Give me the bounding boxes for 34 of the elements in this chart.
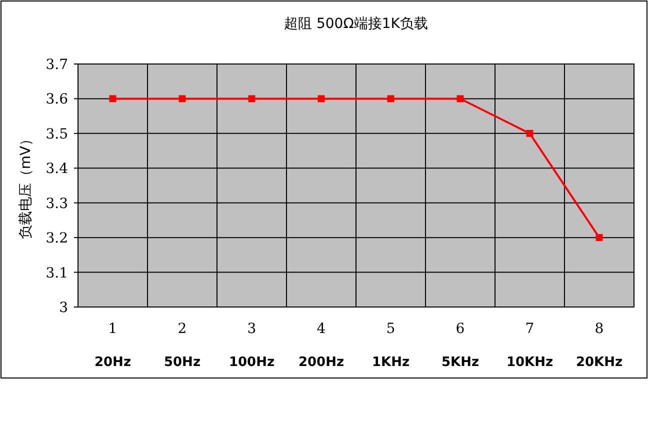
text: 1KHz [372, 355, 410, 370]
x-tick-label: 8 [594, 321, 604, 337]
y-axis-title: 负载电压（mV） [18, 132, 34, 240]
text: 200Hz [298, 355, 344, 370]
point [387, 95, 394, 102]
y-tick-label: 3.2 [46, 230, 68, 247]
x-tick-label: 6 [456, 321, 465, 337]
chart-title: 超阻 500Ω端接1K负载 [284, 16, 428, 32]
y-tick-label: 3.5 [46, 126, 68, 142]
y-tick-label: 3.7 [46, 57, 68, 73]
x-tick-label: 2 [178, 321, 187, 337]
text: 10KHz [506, 355, 554, 370]
text: 50Hz [164, 355, 201, 370]
y-tick-label: 3.1 [46, 265, 68, 282]
point [318, 95, 325, 102]
x-tick-label: 1 [108, 321, 118, 337]
y-tick-label: 3.3 [46, 196, 68, 212]
y-tick-label: 3.6 [46, 92, 68, 108]
point [456, 95, 464, 102]
x-tick-label: 3 [247, 321, 256, 337]
point [109, 95, 116, 102]
text: 20KHz [576, 355, 623, 370]
x-tick-label: 5 [386, 321, 396, 337]
x-tick-label: 4 [316, 321, 326, 337]
x-tick-label: 7 [525, 321, 534, 337]
point [248, 95, 256, 102]
point [596, 234, 603, 242]
text: 100Hz [228, 355, 275, 370]
text: 5KHz [441, 355, 480, 370]
text: 20Hz [94, 355, 132, 370]
y-tick-label: 3 [59, 300, 68, 316]
point [526, 130, 534, 137]
point [178, 95, 186, 102]
y-tick-label: 3.4 [46, 161, 68, 178]
